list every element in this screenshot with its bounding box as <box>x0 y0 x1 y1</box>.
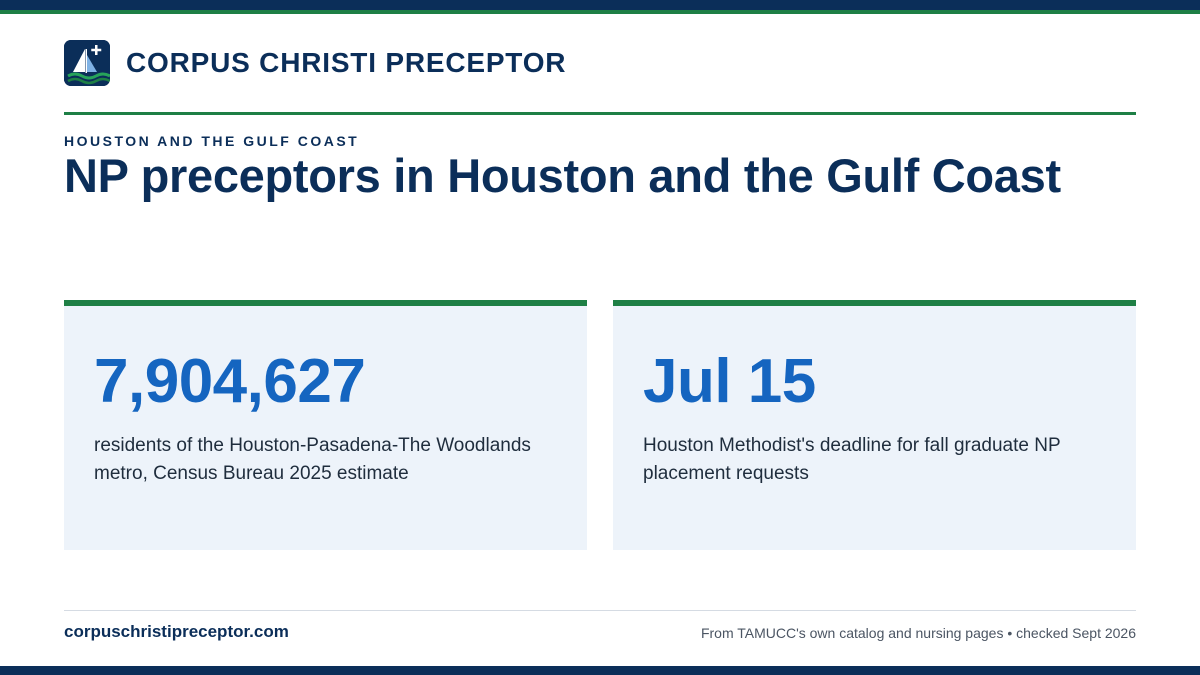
header-divider <box>64 112 1136 115</box>
footer-source-note: From TAMUCC's own catalog and nursing pa… <box>700 625 1136 641</box>
stat-value: Jul 15 <box>643 347 816 416</box>
brand-header: CORPUS CHRISTI PRECEPTOR <box>64 40 566 86</box>
footer-divider <box>64 610 1136 611</box>
bottom-navy-bar <box>0 666 1200 675</box>
top-navy-bar <box>0 0 1200 10</box>
stat-card-deadline: Jul 15 Houston Methodist's deadline for … <box>613 300 1136 550</box>
stat-value: 7,904,627 <box>94 347 366 416</box>
stat-description: Houston Methodist's deadline for fall gr… <box>643 435 1061 484</box>
eyebrow-label: HOUSTON AND THE GULF COAST <box>64 133 360 149</box>
page-title: NP preceptors in Houston and the Gulf Co… <box>64 149 1061 202</box>
footer-site-link[interactable]: corpuschristipreceptor.com <box>64 622 289 641</box>
top-green-accent <box>0 10 1200 14</box>
brand-name: CORPUS CHRISTI PRECEPTOR <box>126 47 567 78</box>
stat-card-population: 7,904,627 residents of the Houston-Pasad… <box>64 300 587 550</box>
sailboat-plus-icon <box>64 40 110 86</box>
stat-description: residents of the Houston-Pasadena-The Wo… <box>94 435 531 484</box>
